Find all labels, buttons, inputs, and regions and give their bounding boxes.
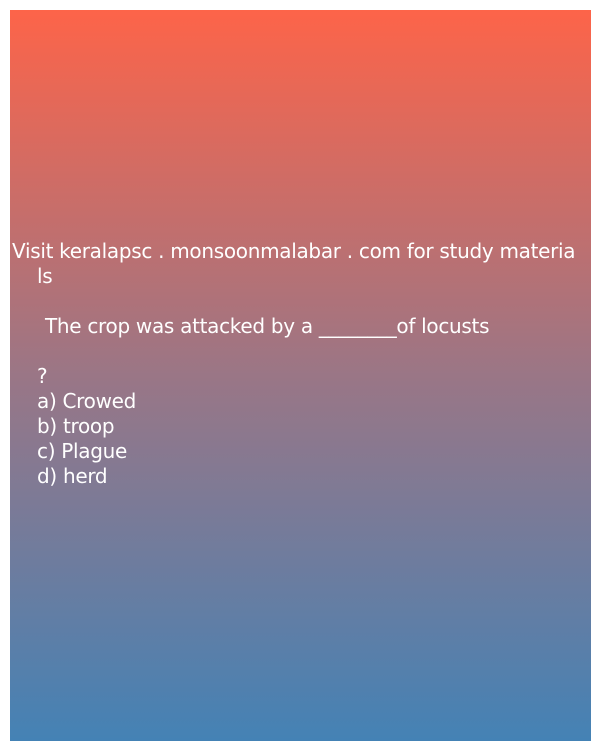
question-card: Visit keralapsc . monsoonmalabar . com f… — [10, 10, 591, 741]
question-mark: ? — [37, 364, 48, 388]
option-a: a) Crowed — [37, 389, 137, 413]
option-d: d) herd — [37, 464, 108, 488]
option-c: c) Plague — [37, 439, 128, 463]
option-b: b) troop — [37, 414, 115, 438]
question-text: The crop was attacked by a ________of lo… — [45, 314, 490, 338]
study-materials-line-1: Visit keralapsc . monsoonmalabar . com f… — [12, 239, 576, 263]
study-materials-line-2: ls — [37, 264, 53, 288]
